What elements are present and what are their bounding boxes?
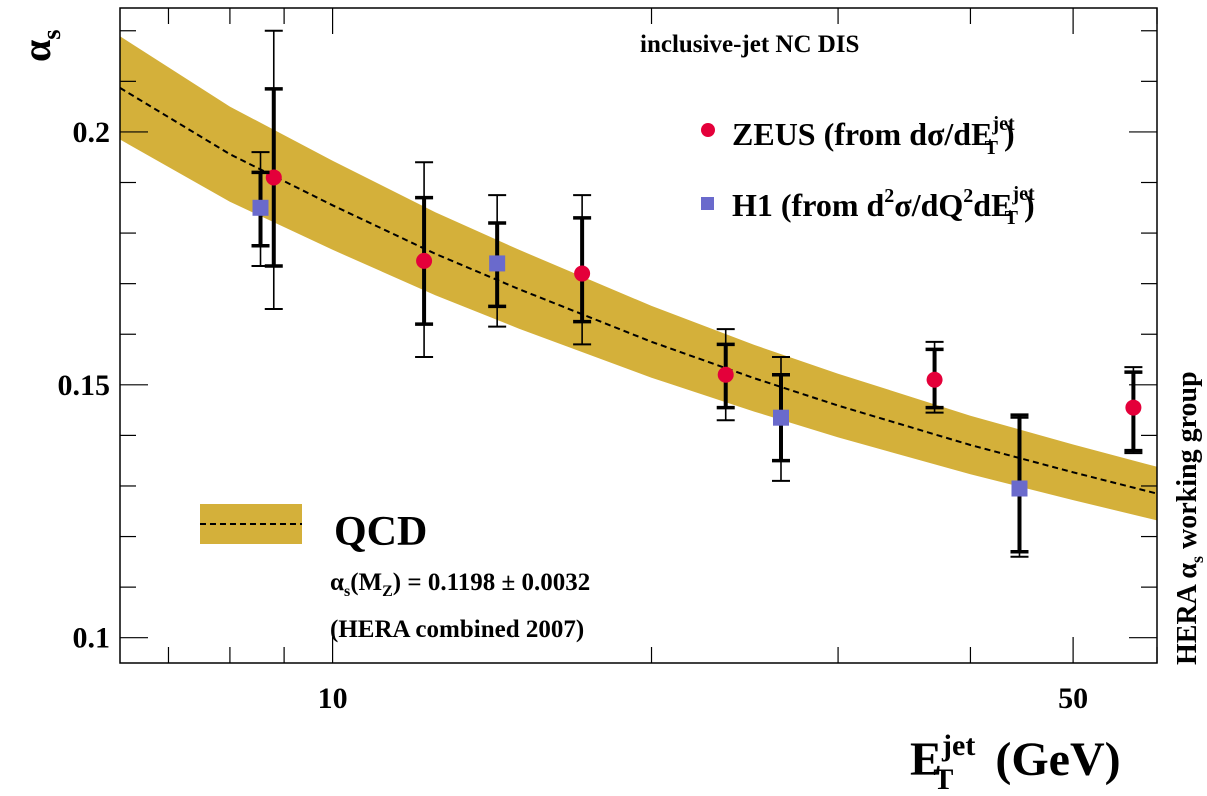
side-working-group-label: HERA αs working group	[1172, 371, 1207, 665]
zeus-marker	[416, 252, 433, 269]
axes-layer: 0.1 0.15 0.2 10 50	[58, 7, 1158, 715]
data-points-layer	[251, 29, 1143, 558]
y-axis-label: αs	[14, 30, 66, 62]
legend-zeus-marker	[701, 123, 715, 137]
y-tick-label: 0.1	[73, 622, 111, 655]
qcd-band-layer	[119, 36, 1158, 521]
h1-marker	[252, 199, 269, 216]
qcd-central-line	[119, 87, 1158, 495]
h1-marker	[772, 409, 789, 426]
y-tick-label: 0.15	[58, 369, 111, 402]
h1-marker	[489, 255, 506, 272]
legend-qcd-alphas-value: αs(MZ) = 0.1198 ± 0.0032	[330, 569, 590, 600]
legend-entry-zeus: ZEUS (from dσ/dEjet T)	[701, 113, 1015, 159]
qcd-band	[120, 36, 1157, 521]
legend-h1-label: H1 (from d2σ/dQ2dEjet T)	[732, 183, 1035, 229]
legend-qcd-source: (HERA combined 2007)	[330, 616, 584, 643]
data-point-h1	[488, 194, 507, 328]
zeus-marker	[265, 169, 282, 186]
x-tick-label: 10	[318, 682, 348, 715]
chart-title: inclusive-jet NC DIS	[640, 31, 859, 58]
data-point-zeus	[264, 29, 283, 310]
data-point-h1	[251, 151, 270, 267]
legend-entry-qcd: QCD αs(MZ) = 0.1198 ± 0.0032 (HERA combi…	[200, 504, 590, 643]
data-point-zeus	[716, 328, 735, 422]
data-point-zeus	[573, 194, 592, 346]
zeus-marker	[574, 265, 591, 282]
h1-marker	[1011, 480, 1028, 497]
x-axis-label: Ejet T (GeV)	[910, 729, 1121, 796]
plot-frame	[119, 7, 1158, 664]
legend-qcd-label: QCD	[334, 509, 427, 555]
y-tick-label: 0.2	[73, 116, 111, 149]
data-point-h1	[1010, 413, 1029, 558]
zeus-marker	[926, 371, 943, 388]
zeus-marker	[717, 366, 734, 383]
data-point-zeus	[925, 340, 944, 414]
data-point-zeus	[1124, 366, 1143, 455]
data-point-zeus	[415, 161, 434, 358]
legend-zeus-label: ZEUS (from dσ/dEjet T)	[732, 113, 1015, 159]
data-point-h1	[771, 355, 790, 482]
x-tick-label: 50	[1058, 682, 1088, 715]
legend-h1-marker	[701, 197, 714, 210]
legend-entry-h1: H1 (from d2σ/dQ2dEjet T)	[701, 183, 1035, 229]
zeus-marker	[1125, 399, 1142, 416]
